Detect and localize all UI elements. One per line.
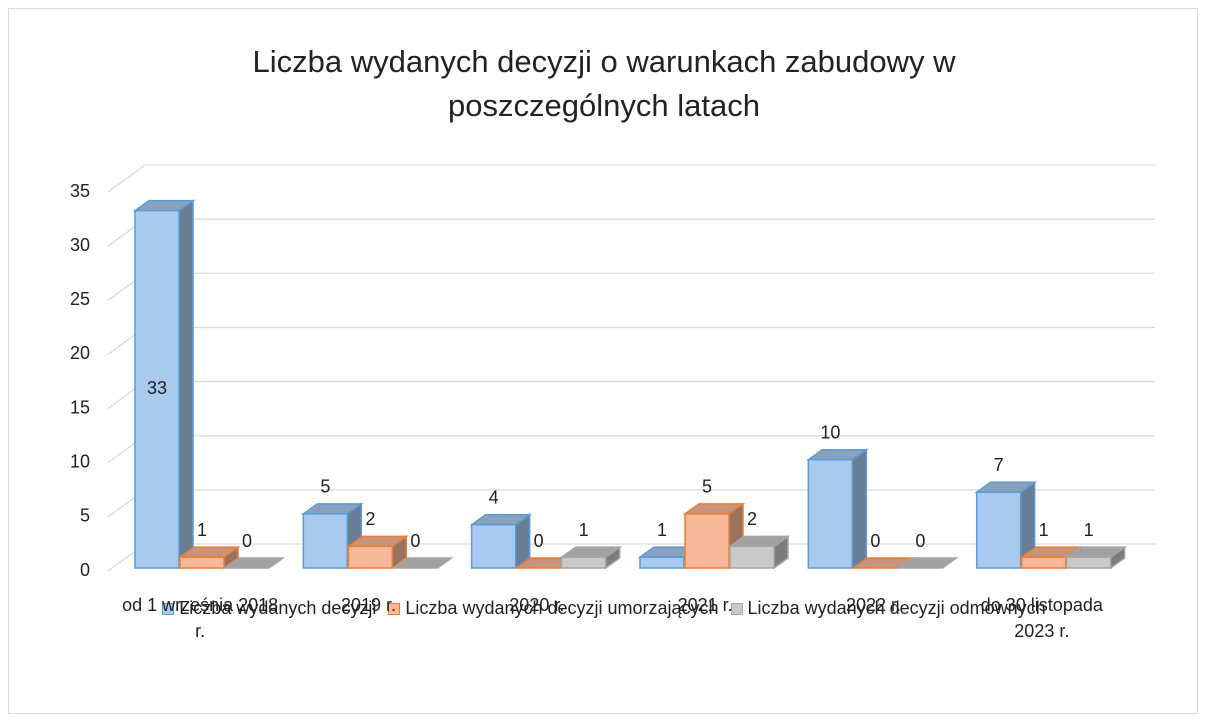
y-tick-label: 10: [70, 451, 90, 471]
bar-side: [178, 199, 194, 570]
legend-label: Liczba wydanych decyzji umorzających: [405, 598, 719, 618]
y-tick-label: 5: [80, 506, 90, 526]
data-label: 1: [1084, 520, 1094, 540]
data-label: 4: [489, 487, 499, 507]
grid-line: [107, 326, 1155, 355]
x-tick-label: 2019 r.: [340, 595, 397, 615]
legend-item: Liczba wydanych decyzji umorzających: [388, 598, 719, 619]
bar-front: [1065, 556, 1112, 569]
data-label: 0: [534, 531, 544, 551]
bar-top: [895, 557, 959, 569]
bar: [727, 534, 791, 570]
bar-side: [851, 448, 868, 570]
bar-top: [222, 557, 286, 569]
data-label: 7: [994, 455, 1004, 475]
bar: [895, 557, 959, 569]
bar-front: [807, 458, 854, 569]
legend: Liczba wydanych decyzji Liczba wydanych d…: [0, 598, 1208, 619]
bar-front: [639, 556, 685, 569]
legend-label: Liczba wydanych decyzji odmownych: [747, 598, 1046, 618]
data-label: 0: [242, 531, 252, 551]
bar: [1064, 545, 1128, 570]
x-tick-label: 2021 r.: [677, 595, 733, 615]
y-tick-label: 20: [70, 343, 90, 363]
data-label: 5: [320, 477, 330, 497]
bar-front: [560, 556, 607, 569]
bar: [345, 534, 409, 570]
bar-front: [975, 491, 1022, 569]
data-label: 2: [365, 509, 375, 529]
y-tick-label: 0: [80, 560, 90, 580]
bar-front: [729, 545, 775, 569]
grid-line: [107, 164, 1155, 193]
x-tick-label: 2020 r.: [509, 595, 565, 615]
data-label: 1: [579, 520, 589, 540]
bar-top: [390, 557, 454, 569]
data-label: 2: [747, 509, 757, 529]
data-label: 0: [410, 531, 420, 551]
y-tick-label: 35: [70, 181, 90, 201]
data-label: 0: [915, 531, 925, 551]
legend-label: Liczba wydanych decyzji: [179, 598, 377, 618]
data-label: 1: [657, 520, 667, 540]
bar-front: [347, 545, 394, 569]
data-label: 5: [702, 477, 712, 497]
grid-line: [107, 380, 1155, 410]
x-tick-label: 2022 r.: [845, 595, 902, 615]
legend-item: Liczba wydanych decyzji odmownych: [730, 598, 1046, 619]
legend-swatch: [162, 603, 175, 615]
x-tick-label: do 30 listopada 2023 r.: [980, 595, 1103, 641]
bar-front: [134, 209, 180, 569]
bar: [390, 557, 454, 569]
data-label: 10: [820, 422, 840, 442]
bar: [805, 448, 869, 570]
y-tick-label: 15: [70, 397, 90, 417]
legend-swatch: [730, 603, 743, 615]
data-label: 33: [147, 378, 167, 398]
bar-front: [302, 513, 349, 569]
bar: [469, 513, 533, 570]
x-tick-label: od 1 września 2018 r.: [122, 595, 279, 641]
bar: [132, 199, 196, 570]
bar-front: [1020, 556, 1067, 569]
y-tick-label: 25: [70, 289, 90, 309]
chart-frame: [8, 8, 1198, 714]
data-label: 0: [870, 531, 880, 551]
grid-line: [107, 272, 1155, 301]
bar: [222, 557, 286, 569]
data-label: 1: [197, 520, 207, 540]
bar-front: [470, 523, 517, 569]
bar-front: [684, 513, 730, 569]
chart-title: Liczba wydanych decyzji o warunkach zabu…: [252, 44, 956, 123]
data-label: 1: [1039, 520, 1049, 540]
y-tick-label: 30: [70, 235, 90, 255]
bar: [177, 545, 241, 570]
legend-item: Liczba wydanych decyzji: [162, 598, 376, 619]
bar-front: [179, 556, 225, 569]
legend-swatch: [388, 603, 401, 615]
bar: [559, 545, 623, 570]
grid-line: [107, 218, 1155, 247]
